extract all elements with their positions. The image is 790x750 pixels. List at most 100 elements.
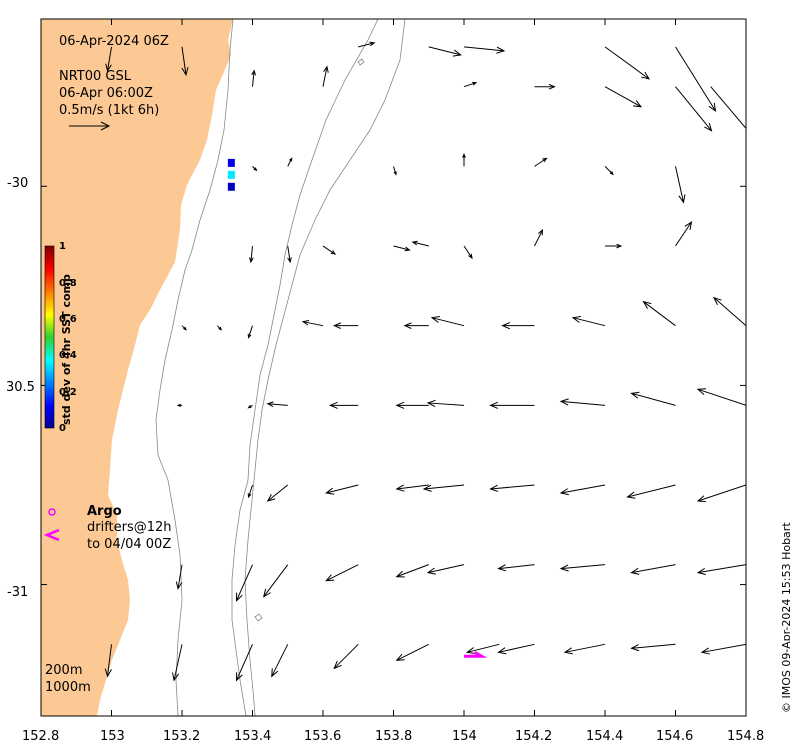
current-vectors: [104, 41, 746, 682]
current-vector: [426, 564, 465, 575]
current-vector: [271, 644, 289, 678]
sst-pixel: [227, 182, 235, 191]
x-tick-label: 154: [452, 729, 477, 744]
current-vector: [325, 564, 359, 582]
current-vector: [710, 86, 746, 130]
land-coastline: [41, 19, 233, 716]
current-vector: [605, 243, 623, 249]
isobath-1000m: [231, 19, 379, 716]
current-vector: [247, 404, 253, 409]
x-tick-label: 153: [100, 729, 125, 744]
current-vector: [462, 153, 466, 167]
current-vector: [571, 315, 606, 327]
colorbar-tick: 0.4: [59, 350, 77, 361]
x-tick-label: 153.8: [375, 729, 413, 744]
scale-label: 0.5m/s (1kt 6h): [59, 103, 160, 118]
current-vector: [700, 643, 746, 655]
current-vector: [604, 46, 651, 80]
current-vector: [325, 484, 359, 495]
current-vector: [251, 69, 257, 87]
current-vector: [559, 484, 606, 496]
drifters-date-label: to 04/04 00Z: [87, 537, 172, 552]
current-vector: [463, 245, 473, 260]
current-vector: [287, 157, 293, 167]
current-vector: [745, 243, 746, 247]
isobath-200m: [155, 19, 234, 716]
current-vector: [463, 81, 478, 88]
current-vector: [675, 166, 686, 204]
current-vector: [393, 166, 397, 176]
current-vector: [626, 484, 676, 499]
current-vector: [393, 245, 411, 252]
x-tick-label: 154.8: [727, 729, 765, 744]
current-vector: [411, 240, 429, 247]
current-vector: [252, 166, 258, 172]
current-vector: [247, 484, 253, 499]
current-vector: [395, 564, 429, 578]
current-vector: [534, 83, 556, 90]
current-vector: [497, 643, 535, 655]
colorbar-tick: 0.6: [59, 314, 77, 325]
colorbar: [44, 245, 55, 429]
isobath-200-label: 200m: [45, 663, 83, 678]
x-tick-label: 154.2: [515, 729, 553, 744]
credit-text: © IMOS 09-Apr-2024 15:53 Hobart: [780, 522, 790, 713]
scale-arrow-head: [100, 121, 111, 131]
product-name: NRT00 GSL: [59, 69, 131, 84]
current-vector: [216, 325, 223, 331]
current-vector: [630, 564, 676, 575]
colorbar-tick: 0.2: [59, 387, 77, 398]
sst-pixel: [227, 170, 235, 179]
sst-pixels: [227, 158, 235, 191]
map-date: 06-Apr-2024 06Z: [59, 34, 169, 49]
colorbar-tick: 0: [59, 423, 66, 434]
current-vector: [395, 484, 429, 492]
current-vector: [328, 401, 359, 409]
current-vector: [403, 322, 429, 329]
current-vector: [287, 245, 292, 264]
current-vector: [358, 41, 376, 48]
current-vector: [604, 86, 643, 108]
current-vector: [105, 46, 112, 73]
current-vector: [630, 391, 676, 406]
colorbar-title: std dev of 4hr SST comp: [60, 274, 73, 425]
current-vector: [559, 564, 606, 572]
current-vector: [497, 564, 535, 572]
current-vector: [266, 484, 289, 502]
drifters-label: drifters@12h: [87, 520, 172, 535]
current-vector: [696, 484, 746, 503]
current-vector: [675, 220, 693, 247]
current-vector: [235, 564, 253, 602]
drifter-legend-marker: [43, 528, 60, 542]
current-vector: [175, 564, 183, 590]
current-vector: [489, 401, 535, 409]
x-tick-label: 153.6: [304, 729, 342, 744]
colorbar-tick: 1: [59, 241, 66, 252]
x-tick-label: 153.2: [163, 729, 201, 744]
current-vector: [675, 46, 717, 112]
seamount-contour: [357, 58, 365, 66]
current-vector: [422, 484, 465, 492]
current-vector: [534, 228, 544, 247]
current-vector: [104, 644, 112, 678]
current-vector: [534, 157, 548, 167]
current-vector: [466, 643, 500, 655]
sst-pixel: [227, 158, 235, 167]
current-vector: [463, 46, 506, 54]
current-vector: [395, 401, 429, 409]
current-vector: [630, 643, 676, 652]
y-tick-label: -30: [7, 176, 29, 191]
current-vector: [604, 166, 614, 176]
x-tick-label: 154.4: [586, 729, 624, 744]
current-vector: [247, 325, 253, 339]
isobath-1000-label: 1000m: [45, 680, 91, 695]
x-tick-label: 153.4: [234, 729, 272, 744]
argo-label: Argo: [87, 504, 122, 519]
y-tick-label: 30.5: [6, 380, 35, 395]
x-tick-marks: [40, 19, 747, 716]
product-time: 06-Apr 06:00Z: [59, 86, 153, 101]
current-vector: [696, 388, 746, 406]
current-vector: [181, 325, 187, 331]
current-vector: [332, 322, 359, 329]
